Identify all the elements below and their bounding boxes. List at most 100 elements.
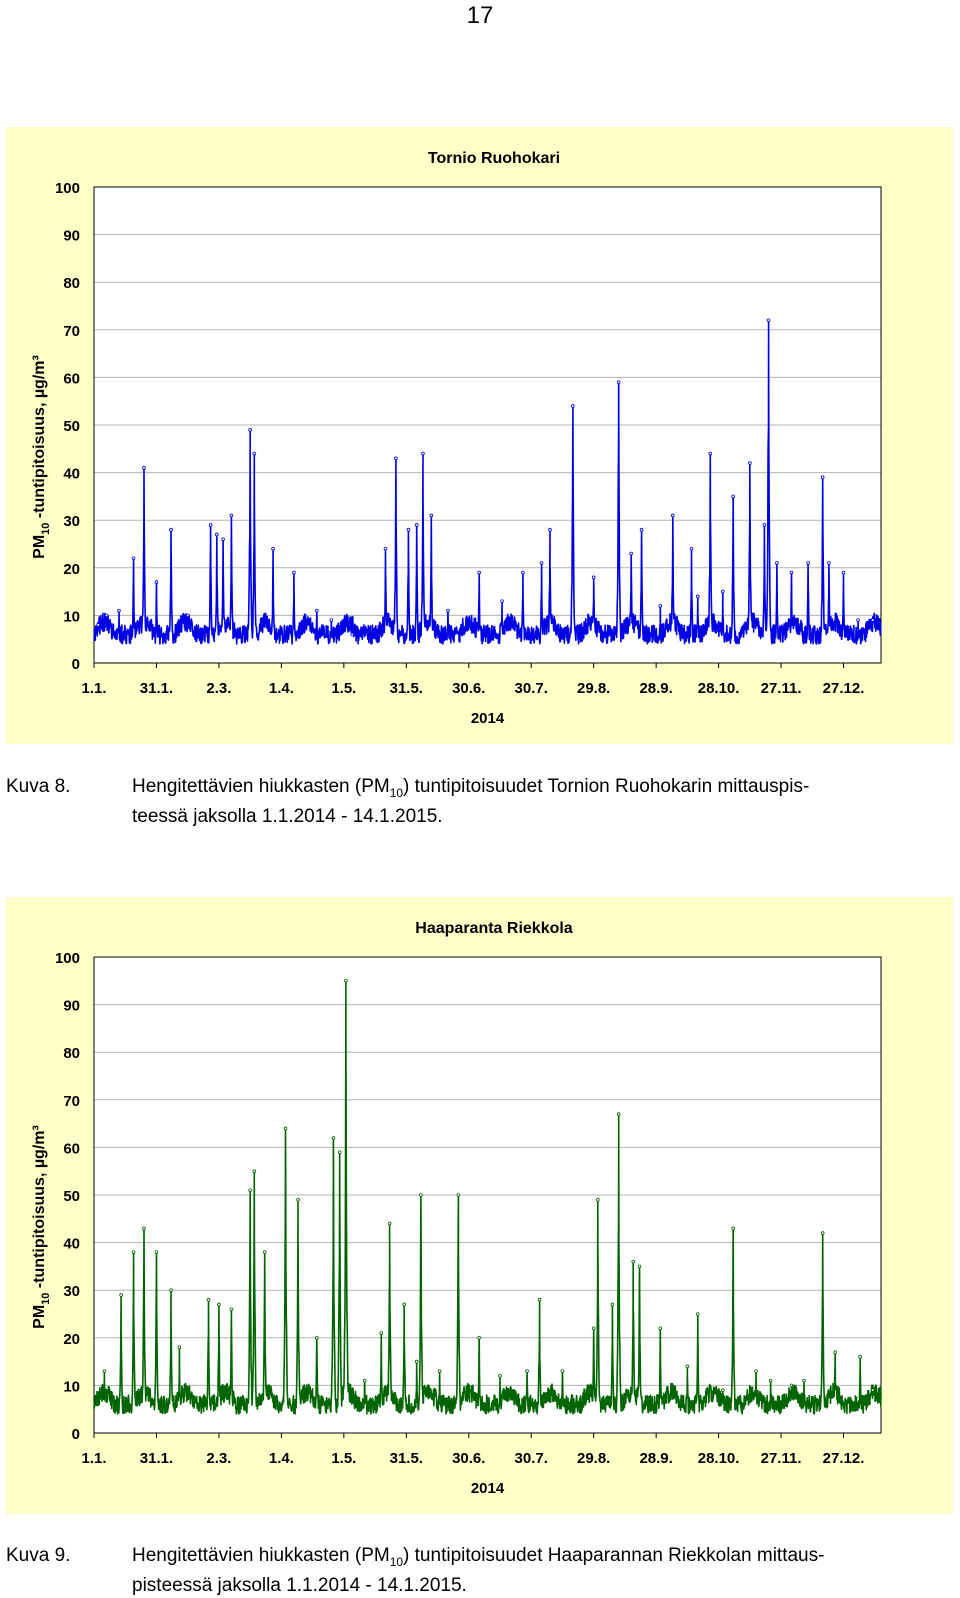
caption-line1-end: ) tuntipitoisuudet Tornion Ruohokarin mi… [403,776,810,797]
x-tick-label: 28.10. [698,680,740,697]
peak-point [695,1312,700,1316]
peak-point [229,513,234,518]
peak-point [820,1231,825,1235]
peak-point [631,1259,636,1264]
peak-point [177,1345,182,1350]
peak-point [387,1221,392,1226]
peak-point [402,1302,407,1307]
page-number: 17 [466,2,494,29]
x-tick-label: 29.8. [577,680,610,697]
peak-point [477,1335,481,1340]
caption-line1-start: Hengitettävien hiukkasten (PM [132,776,390,797]
peak-point [616,380,621,384]
peak-point [500,599,504,603]
peak-point [154,580,159,584]
peak-point [262,1250,267,1254]
peak-point [689,546,694,551]
peak-point [754,1369,758,1373]
x-tick-label: 2.3. [206,680,231,697]
peak-point [131,556,136,561]
y-tick-label: 100 [55,180,80,197]
x-tick-label: 30.6. [452,1450,485,1467]
x-tick-label: 31.1. [140,680,173,697]
peak-point [768,1378,773,1383]
x-axis-title: 2014 [471,1480,505,1497]
peak-point [525,1369,529,1373]
y-tick-label: 0 [72,1426,80,1443]
peak-point [685,1364,690,1369]
y-tick-label: 20 [63,1331,80,1348]
y-tick-label: 100 [55,950,80,967]
peak-point [731,494,735,499]
peak-point [248,1188,252,1193]
peak-point [658,1326,663,1331]
peak-point [820,475,825,480]
peak-point [802,1378,806,1383]
peak-point [421,451,425,456]
y-axis-title-suffix: -tuntipitoisuus, µg/m³ [31,1125,48,1292]
peak-point [629,551,633,556]
peak-point [637,1264,642,1269]
peak-point [119,1293,123,1297]
y-tick-label: 70 [63,323,80,340]
data-series-line [93,980,882,1415]
chart-tornio-ruohokari: 0 10 20 30 40 50 60 70 80 90 100 1.1. 31.1. 2.3. 1.4. 1… [31,150,882,727]
plot-area: 0 10 20 30 40 50 60 70 80 90 100 1.1. 31.1. 2.3. 1.4. 1… [31,150,882,727]
peak-point [331,1136,336,1140]
peak-point [215,532,219,537]
x-tick-label: 2.3. [206,1450,231,1467]
x-tick-label: 27.11. [761,680,802,697]
peak-point [394,456,398,461]
caption-text: Hengitettävien hiukkasten (PM10) tuntipi… [132,1544,952,1598]
x-tick-label: 31.5. [390,1450,423,1467]
peak-point [292,570,296,575]
peak-point [406,527,411,532]
peak-point [414,523,419,527]
chart-panel-haaparanta: 0 10 20 30 40 50 60 70 80 90 100 1.1. 31.1. 2.3. 1.4. 1… [6,897,953,1514]
peak-point [419,1193,423,1197]
peak-point [252,451,257,456]
peak-point [789,1383,794,1388]
y-tick-label: 90 [63,228,80,245]
y-tick-label: 10 [63,608,80,625]
peak-point [337,1150,342,1154]
peak-point [720,1388,725,1392]
x-tick-label: 1.1. [81,1450,106,1467]
y-tick-label: 70 [63,1093,80,1110]
y-tick-label: 60 [63,1140,80,1157]
x-tick-label: 1.1. [81,680,106,697]
peak-point [695,594,700,599]
peak-point [296,1197,300,1202]
peak-point [591,575,596,580]
x-tick-label: 1.4. [269,1450,294,1467]
y-tick-label: 80 [63,1045,80,1062]
peak-point [142,466,146,470]
peak-point [596,1197,600,1202]
peak-point [870,618,875,622]
peak-point [437,1369,442,1373]
peak-point [548,527,552,532]
peak-point [169,527,173,532]
y-tick-label: 30 [63,513,80,530]
peak-point [383,546,388,551]
caption-line1-start: Hengitettävien hiukkasten (PM [132,1545,390,1566]
y-axis-title: PM10 -tuntipitoisuus, µg/m³ [31,355,52,559]
peak-point [658,604,663,608]
y-tick-label: 60 [63,370,80,387]
peak-point [539,561,544,565]
peak-point [498,1374,502,1378]
caption-line2: teessä jaksolla 1.1.2014 - 14.1.2015. [132,805,443,827]
peak-point [833,1350,837,1354]
peak-point [414,1359,419,1364]
y-tick-label: 20 [63,561,80,578]
x-tick-label: 29.8. [577,1450,610,1467]
peak-point [221,537,225,542]
peak-point [344,979,348,983]
peak-point [748,461,752,465]
y-tick-label: 30 [63,1283,80,1300]
x-tick-label: 1.4. [269,680,294,697]
peak-point [252,1169,257,1174]
caption-line1-subscript: 10 [389,1554,404,1569]
peak-point [329,618,334,622]
y-tick-label: 0 [72,656,80,673]
